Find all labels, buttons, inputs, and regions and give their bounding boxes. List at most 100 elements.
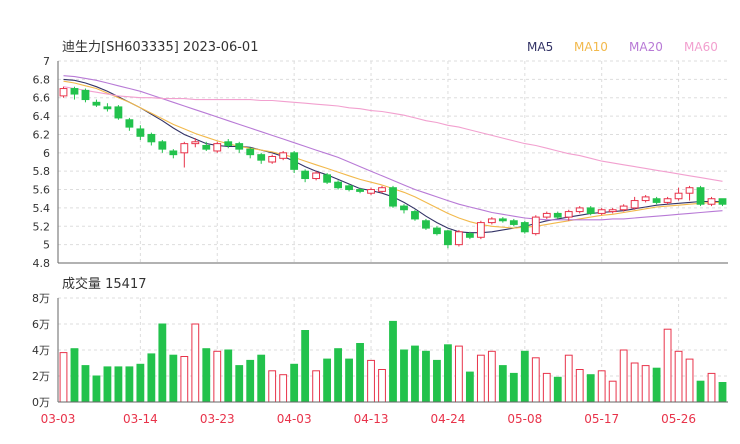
volume-bar-down xyxy=(586,374,595,403)
candle-body-down xyxy=(586,207,595,214)
candle-body-down xyxy=(224,141,233,146)
candle-body-down xyxy=(136,128,145,137)
date-x-axis: 03-03 03-14 03-23 04-03 04-13 04-24 05-08 05-17… xyxy=(41,412,696,426)
date-tick-label: 03-14 xyxy=(123,412,158,426)
price-tick-label: 6.8 xyxy=(33,73,51,86)
candle-body-down xyxy=(652,198,661,203)
price-tick-label: 6 xyxy=(43,147,50,160)
candle-body-up xyxy=(312,172,321,180)
candle-body-down xyxy=(202,144,211,150)
volume-bar-up xyxy=(542,372,551,403)
candle-body-down xyxy=(718,198,727,205)
ma-line-ma60 xyxy=(63,86,723,182)
candle-body-down xyxy=(422,220,430,229)
volume-bar-up xyxy=(707,372,716,403)
volume-bar-down xyxy=(433,359,441,403)
volume-bar-down xyxy=(652,367,661,403)
volume-bar-down xyxy=(718,382,727,403)
volume-bar-down xyxy=(696,380,705,403)
volume-bar-up xyxy=(213,350,222,403)
candle-body-up xyxy=(707,198,716,205)
volume-bar-up xyxy=(685,358,694,403)
volume-tick-label: 8万 xyxy=(32,292,50,305)
volume-bar-up xyxy=(619,349,628,403)
price-tick-label: 7 xyxy=(43,55,50,68)
candle-body-down xyxy=(345,185,353,191)
candle-body-up xyxy=(378,187,386,192)
volume-bar-up xyxy=(59,352,68,403)
candle-body-down xyxy=(290,152,299,170)
price-grid xyxy=(57,60,728,264)
price-tick-label: 4.8 xyxy=(33,257,51,270)
volume-bar-down xyxy=(498,365,507,403)
candle-body-up xyxy=(191,141,200,145)
candle-body-down xyxy=(334,181,342,189)
candle-body-down xyxy=(235,143,244,150)
volume-bar-up xyxy=(454,345,463,403)
candle-body-up xyxy=(597,209,606,214)
candle-body-down xyxy=(433,227,441,235)
price-tick-label: 5.6 xyxy=(33,184,51,197)
candle-body-up xyxy=(542,212,551,218)
candle-body-down xyxy=(498,218,507,222)
ma-line-ma20 xyxy=(63,75,723,221)
volume-bar-up xyxy=(674,350,683,403)
candle-body-down xyxy=(70,88,79,95)
volume-bar-down xyxy=(169,354,178,403)
volume-y-axis: 8万 6万 4万 2万 0万 xyxy=(32,292,50,409)
candle-body-up xyxy=(564,211,573,218)
volume-bar-down xyxy=(246,359,255,403)
candle-body-down xyxy=(257,154,266,161)
volume-bar-up xyxy=(279,374,288,403)
candle-body-up xyxy=(476,222,485,238)
volume-bar-down xyxy=(114,366,123,403)
candle-body-down xyxy=(389,187,397,207)
candle-body-down xyxy=(103,106,112,110)
candlesticks xyxy=(59,86,727,249)
date-tick-label: 03-23 xyxy=(200,412,235,426)
volume-bar-down xyxy=(103,366,112,403)
volume-bar-down xyxy=(520,350,529,403)
candle-body-up xyxy=(674,192,683,200)
candle-body-up xyxy=(180,143,189,154)
candle-body-up xyxy=(619,205,628,211)
candle-body-down xyxy=(81,89,90,101)
price-tick-label: 5.4 xyxy=(33,202,51,215)
candle-body-down xyxy=(411,211,419,220)
legend-ma10: MA10 xyxy=(574,40,608,54)
volume-bar-down xyxy=(92,375,101,403)
volume-bar-up xyxy=(476,354,485,403)
volume-bar-up xyxy=(564,354,573,403)
volume-bar-up xyxy=(312,370,321,403)
volume-bar-up xyxy=(531,357,540,403)
candle-body-down xyxy=(301,170,310,180)
price-tick-label: 5.8 xyxy=(33,165,51,178)
volume-bar-down xyxy=(81,365,90,403)
volume-bar-down xyxy=(444,344,452,403)
volume-title: 成交量 15417 xyxy=(62,276,147,292)
volume-bar-up xyxy=(487,350,496,403)
ma-legend: MA5 MA10 MA20 MA60 xyxy=(527,40,718,54)
price-tick-label: 5.2 xyxy=(33,220,51,233)
candle-body-down xyxy=(520,222,529,233)
candle-body-up xyxy=(575,207,584,213)
date-tick-label: 04-03 xyxy=(277,412,312,426)
volume-bar-down xyxy=(147,353,156,403)
volume-bar-up xyxy=(575,369,584,403)
price-tick-label: 6.6 xyxy=(33,92,51,105)
legend-ma5: MA5 xyxy=(527,40,553,54)
panel-frames xyxy=(57,61,728,403)
volume-bar-up xyxy=(663,328,672,403)
candle-body-up xyxy=(279,152,288,159)
price-tick-label: 6.4 xyxy=(33,110,51,123)
volume-bar-up xyxy=(191,323,200,403)
price-y-axis: 7 6.8 6.6 6.4 6.2 6 5.8 5.6 5.4 5.2 5 4.8 xyxy=(33,55,51,270)
candle-body-down xyxy=(246,148,255,156)
date-tick-label: 05-26 xyxy=(661,412,696,426)
candle-body-up xyxy=(663,198,672,203)
volume-tick-label: 0万 xyxy=(32,396,50,409)
volume-bar-down xyxy=(553,376,562,403)
volume-tick-label: 6万 xyxy=(32,318,50,331)
